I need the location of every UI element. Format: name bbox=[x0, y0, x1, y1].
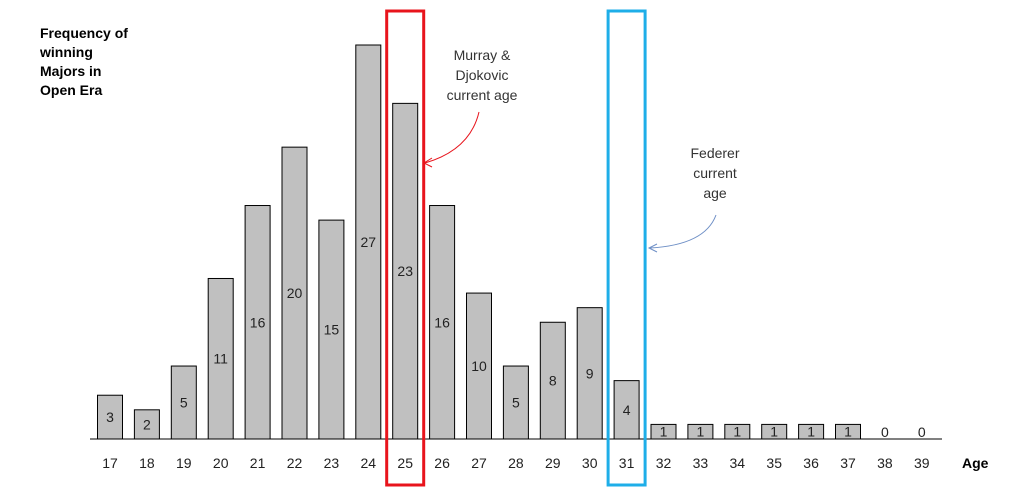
data-label-20: 11 bbox=[213, 351, 228, 367]
data-label-17: 3 bbox=[106, 409, 114, 425]
x-tick-label-25: 25 bbox=[397, 455, 413, 471]
x-tick-label-29: 29 bbox=[545, 455, 561, 471]
x-tick-label-27: 27 bbox=[471, 455, 487, 471]
data-label-26: 16 bbox=[434, 314, 450, 330]
bar-27 bbox=[466, 292, 492, 440]
x-tick-label-19: 19 bbox=[176, 455, 192, 471]
data-label-38: 0 bbox=[881, 424, 889, 440]
data-label-39: 0 bbox=[918, 424, 926, 440]
x-tick-label-39: 39 bbox=[914, 455, 930, 471]
bar-22 bbox=[281, 146, 308, 440]
data-label-32: 1 bbox=[660, 424, 668, 440]
data-label-34: 1 bbox=[733, 424, 741, 440]
x-tick-label-24: 24 bbox=[361, 455, 377, 471]
highlight-box-31 bbox=[606, 9, 647, 487]
bar-23 bbox=[318, 219, 345, 440]
x-tick-label-18: 18 bbox=[139, 455, 155, 471]
x-tick-label-35: 35 bbox=[766, 455, 782, 471]
x-tick-label-31: 31 bbox=[619, 455, 635, 471]
data-label-23: 15 bbox=[324, 322, 340, 338]
data-label-30: 9 bbox=[586, 365, 594, 381]
data-label-18: 2 bbox=[143, 416, 151, 432]
bar-28 bbox=[502, 365, 529, 440]
bar-18 bbox=[133, 409, 160, 440]
arrowhead-murray-djokovic bbox=[422, 157, 433, 168]
bar-25 bbox=[392, 102, 419, 440]
data-label-29: 8 bbox=[549, 373, 557, 389]
data-label-36: 1 bbox=[807, 424, 815, 440]
x-tick-label-32: 32 bbox=[656, 455, 672, 471]
x-tick-label-20: 20 bbox=[213, 455, 229, 471]
x-tick-label-17: 17 bbox=[102, 455, 118, 471]
data-label-37: 1 bbox=[844, 424, 852, 440]
data-label-35: 1 bbox=[770, 424, 778, 440]
x-tick-label-38: 38 bbox=[877, 455, 893, 471]
data-label-22: 20 bbox=[287, 285, 303, 301]
data-label-21: 16 bbox=[250, 314, 266, 330]
annotation-federer: Federer current age bbox=[690, 145, 740, 201]
x-tick-label-34: 34 bbox=[730, 455, 746, 471]
arrow-federer bbox=[649, 214, 717, 249]
x-axis-label: Age bbox=[962, 455, 989, 471]
data-label-27: 10 bbox=[471, 358, 487, 374]
y-axis-label: Frequency of winning Majors in Open Era bbox=[40, 25, 128, 98]
data-label-31: 4 bbox=[623, 402, 631, 418]
x-tick-label-28: 28 bbox=[508, 455, 524, 471]
x-tick-label-30: 30 bbox=[582, 455, 598, 471]
arrow-murray-djokovic bbox=[424, 111, 480, 164]
x-tick-label-21: 21 bbox=[250, 455, 266, 471]
data-label-25: 23 bbox=[397, 263, 413, 279]
x-tick-label-23: 23 bbox=[324, 455, 340, 471]
bar-31 bbox=[613, 380, 640, 440]
data-label-28: 5 bbox=[512, 395, 520, 411]
data-label-24: 27 bbox=[361, 234, 377, 250]
bar-17 bbox=[97, 394, 123, 440]
x-tick-label-36: 36 bbox=[803, 455, 819, 471]
bar-26 bbox=[429, 205, 456, 440]
data-label-19: 5 bbox=[180, 395, 188, 411]
x-tick-label-26: 26 bbox=[434, 455, 450, 471]
x-tick-label-33: 33 bbox=[693, 455, 709, 471]
annotation-murray-djokovic: Murray & Djokovic current age bbox=[446, 47, 518, 103]
x-tick-label-37: 37 bbox=[840, 455, 856, 471]
arrowhead-federer bbox=[647, 243, 658, 253]
bar-29 bbox=[539, 321, 566, 440]
x-tick-label-22: 22 bbox=[287, 455, 303, 471]
data-label-33: 1 bbox=[697, 424, 705, 440]
highlight-box-25 bbox=[385, 9, 426, 487]
bar-24 bbox=[355, 44, 382, 440]
